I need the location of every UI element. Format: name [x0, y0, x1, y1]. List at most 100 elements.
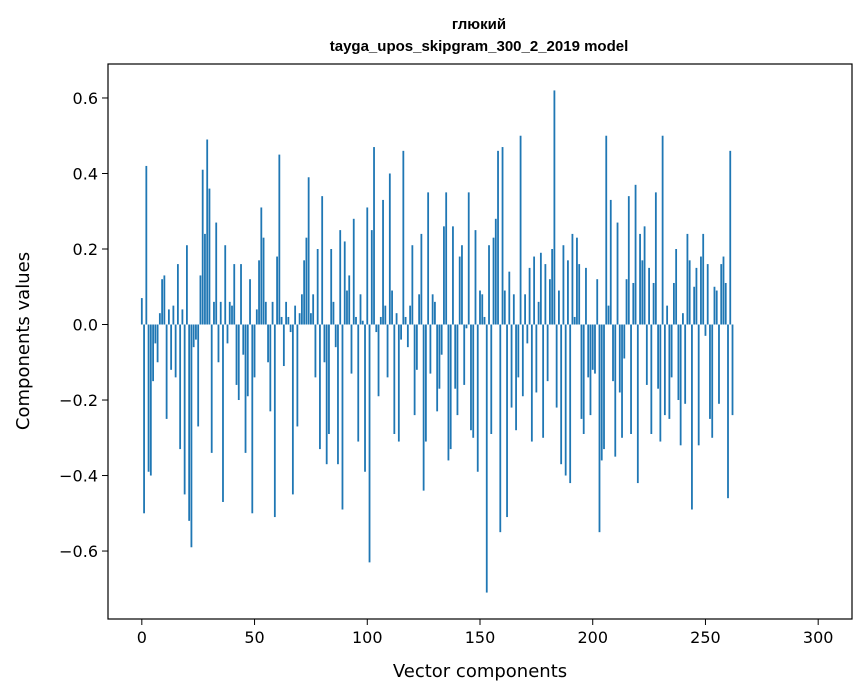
x-axis-label: Vector components — [393, 661, 567, 682]
bar-17 — [179, 324, 182, 450]
bar-244 — [691, 324, 693, 510]
bar-229 — [657, 324, 660, 389]
bar-89 — [341, 324, 344, 510]
y-tick-label: −0.6 — [59, 542, 98, 561]
bar-58 — [271, 301, 274, 325]
bar-108 — [384, 305, 387, 325]
bar-76 — [312, 294, 315, 325]
bar-107 — [382, 199, 384, 325]
bar-216 — [627, 196, 630, 325]
bar-210 — [614, 324, 617, 457]
bar-29 — [206, 139, 209, 325]
bar-220 — [636, 324, 639, 484]
bar-54 — [262, 237, 265, 325]
bar-173 — [530, 324, 533, 442]
bar-79 — [319, 324, 321, 450]
bar-91 — [346, 290, 348, 325]
bar-47 — [246, 324, 249, 397]
bar-154 — [488, 245, 490, 325]
bar-28 — [204, 233, 206, 325]
bar-34 — [217, 324, 220, 363]
bar-185 — [558, 290, 560, 325]
bar-92 — [348, 275, 351, 325]
bar-256 — [718, 324, 720, 404]
bar-110 — [388, 173, 391, 325]
bar-40 — [231, 305, 233, 325]
bar-254 — [713, 286, 716, 325]
bar-4 — [149, 324, 152, 476]
bar-142 — [461, 245, 463, 325]
bar-55 — [264, 301, 267, 325]
bar-87 — [337, 324, 339, 465]
bar-163 — [508, 271, 511, 325]
bar-121 — [413, 324, 416, 416]
x-tick-label: 250 — [690, 628, 721, 647]
bar-51 — [255, 309, 258, 325]
bar-260 — [727, 324, 729, 499]
bar-209 — [612, 324, 614, 382]
bar-148 — [474, 230, 477, 325]
bar-90 — [343, 241, 346, 325]
bar-37 — [224, 245, 227, 325]
bar-99 — [364, 324, 366, 472]
bar-75 — [310, 313, 312, 325]
bar-225 — [648, 267, 650, 325]
bar-156 — [492, 237, 495, 325]
bar-118 — [406, 324, 409, 348]
bar-178 — [542, 324, 545, 438]
bar-258 — [722, 256, 725, 325]
bar-133 — [440, 324, 443, 355]
bar-126 — [424, 324, 427, 442]
bar-180 — [546, 324, 549, 382]
bar-221 — [639, 233, 641, 325]
bar-149 — [476, 324, 479, 472]
bar-6 — [154, 324, 157, 344]
bar-36 — [222, 324, 224, 502]
bar-88 — [339, 230, 342, 325]
bar-72 — [303, 260, 306, 325]
bar-31 — [210, 324, 213, 453]
bar-153 — [485, 324, 488, 593]
bar-104 — [375, 324, 378, 333]
bar-83 — [328, 324, 330, 434]
bars-group — [140, 90, 734, 593]
bar-161 — [503, 290, 506, 325]
bar-242 — [686, 233, 689, 325]
bar-143 — [463, 324, 466, 385]
bar-128 — [429, 324, 432, 374]
bar-125 — [422, 324, 425, 491]
bar-207 — [607, 305, 610, 325]
bar-194 — [578, 264, 581, 325]
bar-200 — [591, 324, 594, 370]
bar-116 — [402, 150, 405, 325]
bar-238 — [677, 324, 680, 401]
x-tick-label: 150 — [465, 628, 496, 647]
bar-262 — [731, 324, 734, 416]
bar-30 — [208, 188, 211, 325]
chart-title: глюкий — [452, 16, 506, 33]
bar-80 — [321, 196, 324, 325]
x-tick-label: 100 — [352, 628, 383, 647]
bar-73 — [305, 237, 308, 325]
bar-85 — [332, 301, 335, 325]
bar-240 — [682, 313, 684, 325]
bar-57 — [269, 324, 272, 412]
bar-167 — [517, 324, 520, 378]
bar-62 — [280, 316, 283, 325]
bar-1 — [143, 324, 145, 514]
bar-127 — [427, 192, 430, 325]
bar-155 — [490, 324, 493, 434]
bar-183 — [553, 90, 556, 325]
bar-81 — [323, 324, 326, 363]
bar-13 — [170, 324, 173, 370]
bar-253 — [711, 324, 714, 438]
y-tick-label: 0.0 — [73, 316, 98, 335]
bar-131 — [436, 324, 439, 412]
bar-18 — [181, 309, 184, 325]
bar-64 — [285, 301, 288, 325]
bar-22 — [190, 324, 193, 548]
bar-23 — [192, 324, 195, 348]
bar-233 — [666, 305, 669, 325]
bar-0 — [140, 298, 143, 325]
